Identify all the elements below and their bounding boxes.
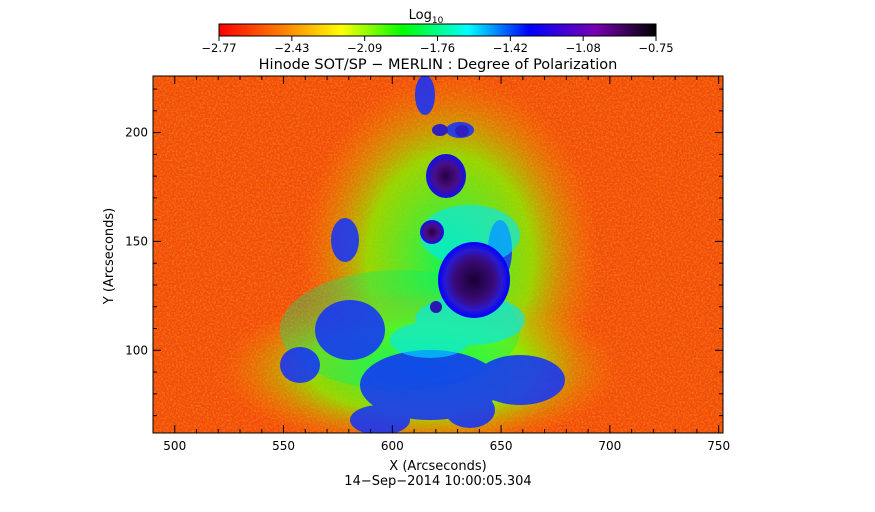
x-tick-label: 600 xyxy=(381,439,404,453)
umbra-small xyxy=(420,220,444,244)
colorbar: Log10 −2.77 −2.43 −2.09 −1.76 −1.42 −1.08 −0.7… xyxy=(201,8,673,55)
colorbar-tick-label: −1.08 xyxy=(566,41,601,55)
x-axis-label: X (Arcseconds) xyxy=(389,459,486,474)
colorbar-tick-label: −1.76 xyxy=(420,41,455,55)
colorbar-tick-label: −2.43 xyxy=(274,41,309,55)
colorbar-gradient xyxy=(218,23,657,37)
colorbar-tick-label: −1.42 xyxy=(493,41,528,55)
heatmap-image xyxy=(153,76,723,433)
y-axis-label: Y (Arcseconds) xyxy=(102,208,117,305)
x-tick-label: 550 xyxy=(272,439,295,453)
chart-title: Hinode SOT/SP − MERLIN : Degree of Polar… xyxy=(259,57,618,73)
x-tick-label: 700 xyxy=(598,439,621,453)
y-tick-label: 150 xyxy=(125,234,148,248)
colorbar-ticks: −2.77 −2.43 −2.09 −1.76 −1.42 −1.08 −0.75 xyxy=(201,36,674,55)
colorbar-tick-label: −2.77 xyxy=(201,41,236,55)
axes: 500 550 600 650 700 750 100 150 200 xyxy=(125,76,730,453)
plot-frame xyxy=(152,75,724,434)
colorbar-tick-label: −0.75 xyxy=(638,41,673,55)
x-tick-label: 500 xyxy=(163,439,186,453)
x-tick-label: 650 xyxy=(490,439,513,453)
colorbar-tick-label: −2.09 xyxy=(347,41,382,55)
umbra-upper xyxy=(426,154,466,198)
y-tick-label: 100 xyxy=(125,343,148,357)
colorbar-title: Log10 xyxy=(409,8,444,26)
y-tick-label: 200 xyxy=(125,126,148,140)
timestamp: 14−Sep−2014 10:00:05.304 xyxy=(344,474,531,489)
x-tick-label: 750 xyxy=(707,439,730,453)
umbra-main xyxy=(438,242,510,318)
